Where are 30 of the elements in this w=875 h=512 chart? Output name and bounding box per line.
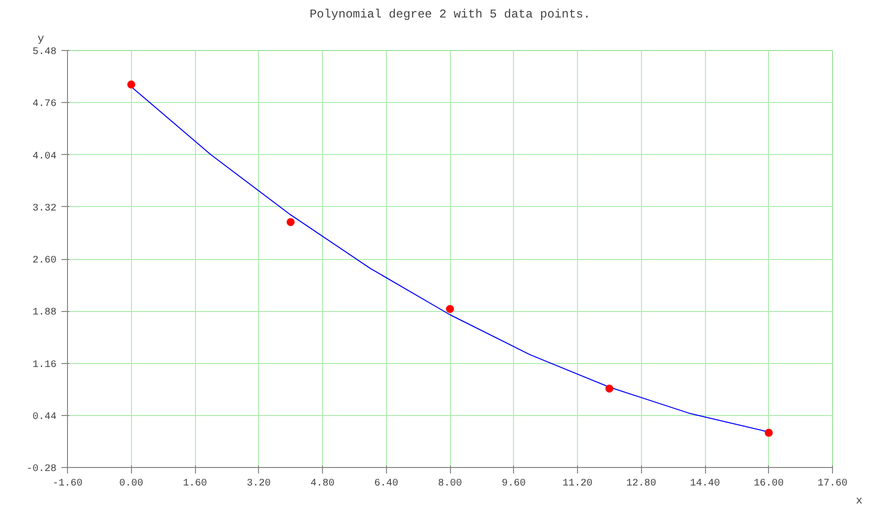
y-tick-label: 3.32 — [32, 203, 57, 214]
x-tick-label: -1.60 — [52, 478, 83, 490]
point — [605, 384, 614, 393]
x-tick-label: 4.80 — [310, 478, 335, 490]
y-tick-label: 5.48 — [32, 47, 57, 58]
x-axis-title: x — [856, 496, 863, 508]
y-tick-label: -0.28 — [26, 464, 57, 475]
x-tick-label: 0.00 — [119, 478, 144, 490]
x-tick-label: 6.40 — [374, 478, 398, 490]
x-tick-label: 8.00 — [438, 478, 462, 490]
y-axis-title: y — [38, 34, 44, 46]
chart-title: Polynomial degree 2 with 5 data points. — [310, 8, 590, 22]
y-tick-label: 0.44 — [32, 412, 57, 423]
x-tick-label: 12.80 — [626, 478, 656, 490]
x-tick-label: 9.60 — [502, 478, 526, 490]
x-tick-label: 16.00 — [754, 478, 784, 490]
x-tick-label: 3.20 — [246, 478, 271, 490]
y-tick-label: 4.04 — [32, 151, 57, 162]
x-tick-label: 17.60 — [818, 478, 848, 490]
y-tick-label: 4.76 — [32, 99, 57, 110]
x-tick-label: 1.60 — [183, 478, 208, 490]
point — [446, 304, 454, 313]
y-tick-label: 2.60 — [32, 256, 57, 266]
x-tick-label: 14.40 — [690, 478, 720, 490]
point — [127, 80, 136, 89]
y-tick-label: 1.88 — [32, 308, 57, 319]
point — [764, 428, 773, 437]
y-tick-label: 1.16 — [32, 360, 57, 371]
point — [286, 218, 295, 226]
x-tick-label: 11.20 — [562, 478, 593, 490]
